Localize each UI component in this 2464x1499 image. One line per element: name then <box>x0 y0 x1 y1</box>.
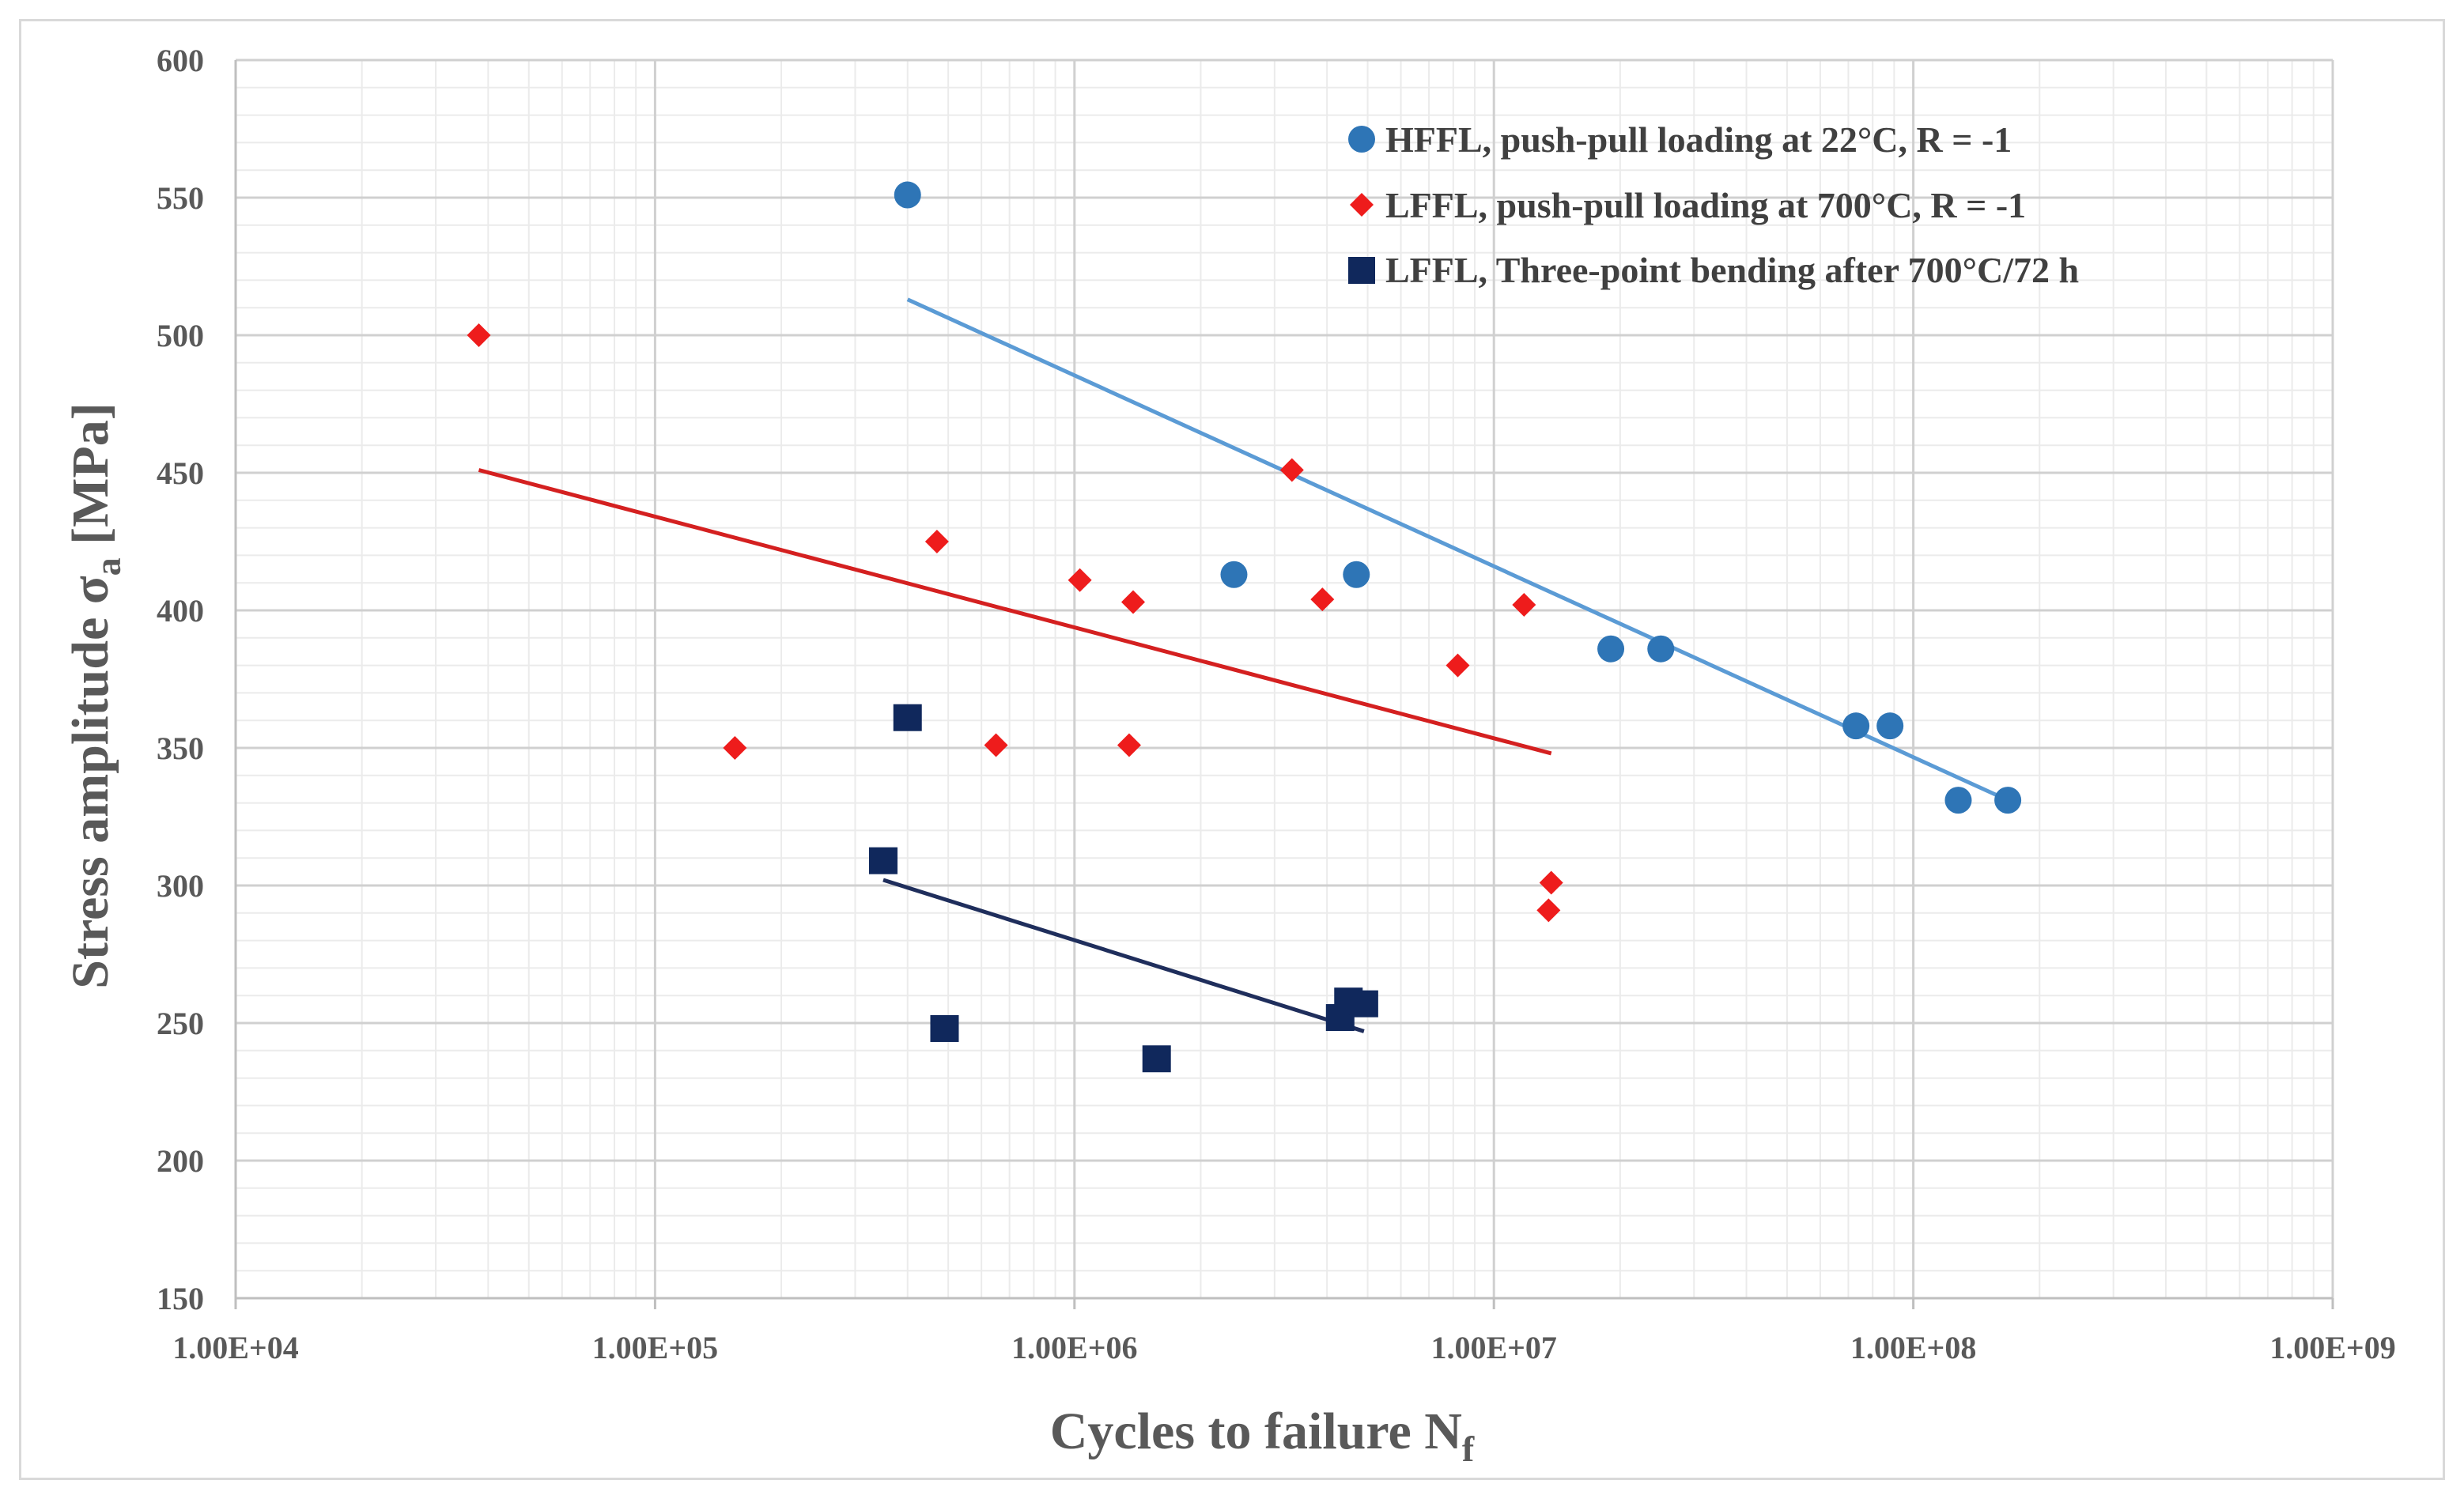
y-tick-label: 550 <box>157 180 204 216</box>
data-point-diamond <box>467 323 491 347</box>
data-point-circle <box>1876 712 1904 740</box>
legend: HFFL, push-pull loading at 22°C, R = -1 … <box>1348 119 2079 290</box>
data-point-circle <box>1944 787 1972 814</box>
data-point-square <box>930 1014 959 1042</box>
legend-label-hffl: HFFL, push-pull loading at 22°C, R = -1 <box>1385 119 2012 160</box>
data-point-diamond <box>1512 593 1536 617</box>
data-point-circle <box>1842 712 1870 740</box>
y-tick-label: 400 <box>157 593 204 629</box>
data-points <box>467 181 2022 1073</box>
axes <box>234 60 2334 1309</box>
legend-label-lffl-bending: LFFL, Three-point bending after 700°C/72… <box>1385 250 2079 290</box>
data-point-diamond <box>1117 733 1141 757</box>
data-point-diamond <box>984 733 1008 757</box>
x-tick-label: 1.00E+04 <box>172 1330 298 1365</box>
minor-grid <box>236 60 2333 1298</box>
data-point-circle <box>1220 561 1248 588</box>
data-point-diamond <box>1310 587 1335 612</box>
x-tick-label: 1.00E+05 <box>592 1330 718 1365</box>
y-tick-label: 150 <box>157 1281 204 1316</box>
y-tick-labels: 150 200 250 300 350 400 450 500 550 600 <box>157 43 204 1316</box>
legend-marker-circle <box>1348 126 1375 153</box>
legend-item-hffl: HFFL, push-pull loading at 22°C, R = -1 <box>1348 119 2012 160</box>
data-point-circle <box>894 181 921 209</box>
data-point-square <box>868 847 898 874</box>
y-tick-label: 200 <box>157 1143 204 1179</box>
data-point-circle <box>1597 635 1625 663</box>
trendline-series-0 <box>906 297 2009 802</box>
data-point-diamond <box>924 530 949 553</box>
y-axis-title: Stress amplitude σa [MPa] <box>62 402 128 988</box>
x-tick-label: 1.00E+07 <box>1430 1330 1556 1365</box>
trendline-series-1 <box>478 468 1552 756</box>
legend-marker-diamond <box>1350 193 1374 217</box>
data-point-diamond <box>723 736 747 760</box>
x-tick-label: 1.00E+06 <box>1011 1330 1137 1365</box>
legend-marker-square <box>1348 257 1375 284</box>
data-point-circle <box>1343 561 1370 588</box>
x-axis-title-subscript: f <box>1462 1429 1475 1469</box>
data-point-diamond <box>1068 568 1092 592</box>
x-tick-label: 1.00E+09 <box>2269 1330 2395 1365</box>
x-axis-title: Cycles to failure Nf <box>1050 1403 1475 1469</box>
data-point-square <box>1142 1045 1171 1073</box>
y-tick-label: 300 <box>157 868 204 904</box>
y-tick-label: 600 <box>157 43 204 78</box>
x-tick-labels: 1.00E+04 1.00E+05 1.00E+06 1.00E+07 1.00E+08… <box>172 1330 2395 1365</box>
y-tick-label: 500 <box>157 318 204 353</box>
major-grid <box>234 59 2334 1300</box>
legend-item-lffl-push-pull: LFFL, push-pull loading at 700°C, R = -1 <box>1350 185 2026 225</box>
data-point-circle <box>1994 787 2022 814</box>
y-tick-label: 350 <box>157 731 204 766</box>
chart-frame <box>19 19 2445 1480</box>
data-point-diamond <box>1536 898 1561 923</box>
data-point-square <box>893 704 922 731</box>
y-axis-title-subscript: a <box>88 557 128 576</box>
data-point-diamond <box>1539 870 1563 895</box>
y-tick-label: 450 <box>157 455 204 491</box>
trendlines <box>478 297 2009 1033</box>
y-tick-label: 250 <box>157 1006 204 1041</box>
trendline-series-2 <box>882 878 1365 1033</box>
x-tick-label: 1.00E+08 <box>1850 1330 1976 1365</box>
legend-label-lffl-push-pull: LFFL, push-pull loading at 700°C, R = -1 <box>1385 185 2026 225</box>
data-point-diamond <box>1446 653 1470 678</box>
data-point-diamond <box>1279 458 1304 482</box>
data-point-diamond <box>1121 590 1145 614</box>
y-axis-title-unit: [MPa] <box>62 402 119 557</box>
data-point-circle <box>1647 635 1675 663</box>
data-point-square <box>1349 990 1378 1018</box>
legend-item-lffl-bending: LFFL, Three-point bending after 700°C/72… <box>1348 250 2079 290</box>
